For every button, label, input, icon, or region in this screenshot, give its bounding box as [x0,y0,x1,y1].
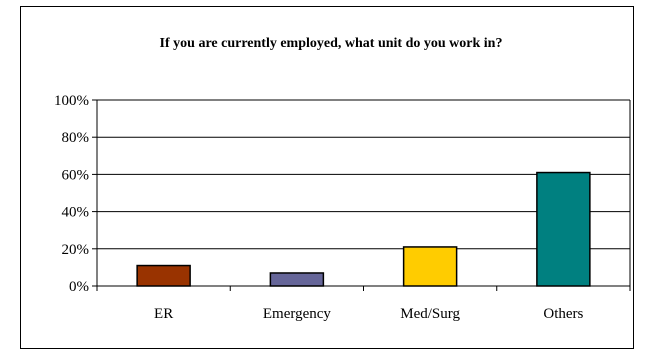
y-tick-label: 60% [62,167,90,183]
bar [136,264,191,287]
x-tick-label: Emergency [263,306,332,322]
axes [92,99,631,291]
x-tick-label: Others [543,306,583,322]
y-tick-label: 20% [62,242,90,258]
y-tick-label: 100% [54,93,89,109]
x-tick-labels: ER Emergency Med/Surg Others [154,306,583,322]
chart-title: If you are currently employed, what unit… [160,36,503,51]
x-tick-label: ER [154,306,173,322]
y-tick-label: 40% [62,205,90,221]
x-tick-label: Med/Surg [400,306,460,322]
y-tick-labels: 0% 20% 40% 60% 80% 100% [54,93,89,295]
bars [136,171,591,287]
bar [402,246,458,287]
bar [269,272,325,287]
y-tick-label: 0% [69,279,89,295]
bar [536,171,591,287]
y-tick-label: 80% [62,130,90,146]
